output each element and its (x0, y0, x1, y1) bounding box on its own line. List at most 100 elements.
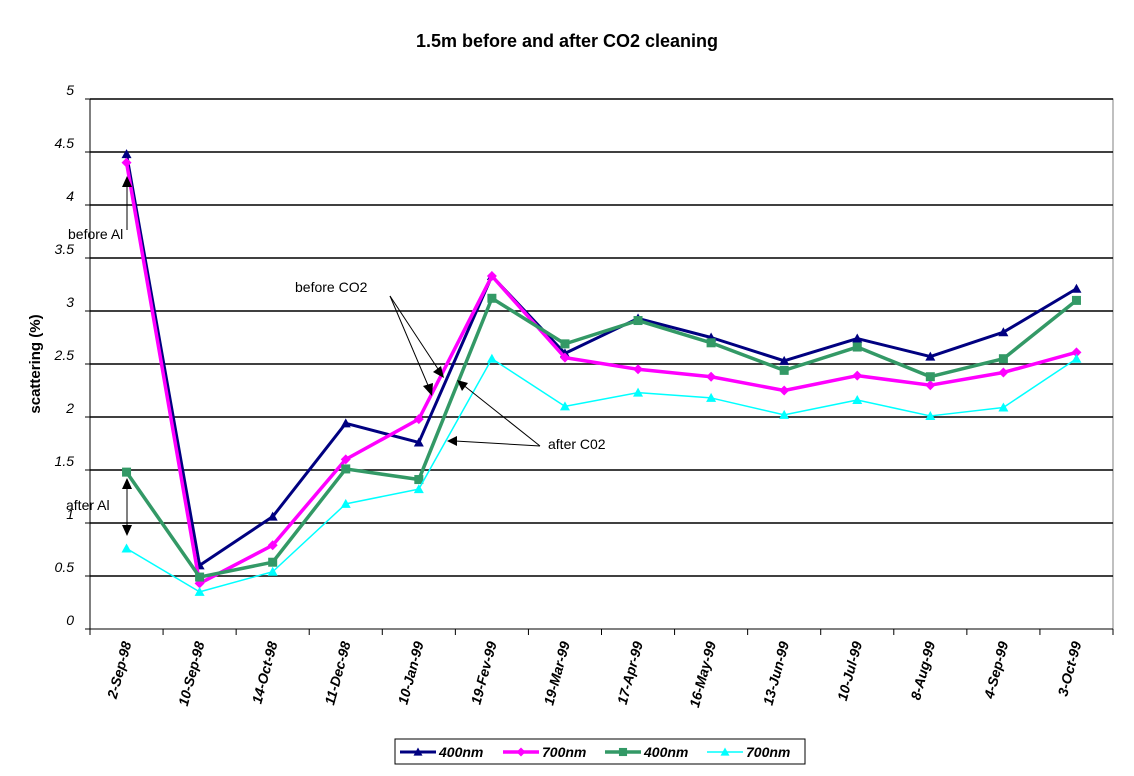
data-point (121, 157, 132, 168)
data-point (779, 385, 790, 396)
data-point (121, 149, 132, 159)
x-tick-label: 4-Sep-99 (980, 639, 1011, 701)
y-tick-label: 1 (66, 506, 74, 522)
x-tick-label: 14-Oct-98 (249, 639, 281, 705)
legend-item-3: 400nm (605, 744, 688, 760)
annotation-before-al: before Al (68, 226, 123, 242)
series-line (124, 162, 1077, 586)
legend-label: 400nm (643, 744, 688, 760)
data-point (779, 409, 790, 419)
arrow-before-co2-1 (389, 295, 431, 391)
annotation-after-al: after Al (66, 497, 110, 513)
data-point (633, 387, 644, 397)
annotation-after-co2: after C02 (548, 436, 606, 452)
data-point (852, 395, 863, 405)
series-line (125, 153, 1078, 567)
x-tick-label: 10-Jan-99 (395, 639, 427, 706)
data-point (1071, 347, 1082, 358)
data-point (1071, 353, 1082, 363)
arrowhead-after-al-up (122, 478, 132, 489)
legend-marker (618, 747, 628, 757)
y-tick-label: 4 (66, 188, 74, 204)
legend-marker (413, 747, 423, 756)
data-point (413, 437, 424, 447)
data-point (633, 364, 644, 375)
legend-marker (720, 747, 730, 756)
data-point (779, 355, 790, 365)
data-point (341, 464, 351, 474)
x-tick-label: 8-Aug-99 (907, 639, 938, 701)
legend-marker (516, 747, 526, 757)
y-tick-label: 0.5 (55, 559, 75, 575)
x-tick-label: 13-Jun-99 (760, 639, 792, 706)
x-tick-label: 10-Sep-98 (175, 639, 208, 707)
data-point (340, 498, 351, 508)
y-tick-label: 2 (65, 400, 74, 416)
data-point (852, 370, 863, 381)
data-point (340, 418, 351, 428)
y-tick-label: 4.5 (55, 135, 75, 151)
data-point (925, 372, 935, 382)
data-point (925, 351, 936, 361)
data-point (267, 566, 278, 576)
arrow-before-co2-2 (389, 295, 441, 373)
arrowhead-before-co2-1 (423, 383, 433, 396)
data-point (413, 484, 424, 494)
data-point (486, 353, 497, 363)
arrowhead-before-co2-2 (433, 366, 444, 378)
data-point (998, 327, 1009, 337)
data-point (413, 414, 424, 425)
data-point (486, 271, 497, 282)
data-point (487, 293, 497, 303)
annotation-before-co2: before CO2 (295, 279, 368, 295)
data-point (633, 316, 643, 326)
series-line (126, 357, 1077, 593)
arrow-after-co2-1 (461, 383, 541, 447)
data-point (267, 540, 278, 551)
data-point (852, 342, 862, 352)
data-point (194, 586, 205, 596)
x-tick-label: 2-Sep-98 (104, 639, 135, 701)
data-point (852, 333, 863, 343)
legend-item-2: 700nm (503, 744, 586, 760)
legend-label: 700nm (542, 744, 586, 760)
arrow-after-co2-2 (454, 440, 541, 447)
x-tick-label: 3-Oct-99 (1054, 639, 1084, 697)
data-point (706, 338, 716, 348)
x-tick-labels: 2-Sep-98 10-Sep-98 14-Oct-98 11-Dec-98 10-Ja… (104, 639, 1085, 709)
arrowhead-before-al (122, 176, 132, 187)
legend-item-4: 700nm (707, 744, 790, 760)
y-tick-label: 3.5 (55, 241, 75, 257)
legend: 400nm 700nm 400nm 700nm (394, 738, 806, 765)
x-tick-label: 16-May-99 (686, 639, 719, 709)
data-point (559, 352, 570, 363)
y-tick-label: 1.5 (55, 453, 75, 469)
x-tick-label: 19-Mar-99 (540, 639, 572, 706)
legend-item-1: 400nm (400, 744, 483, 760)
series-lines (121, 149, 1082, 596)
data-point (1071, 283, 1082, 293)
arrowhead-after-al-down (122, 525, 132, 536)
axes (89, 99, 1114, 635)
series-line (125, 296, 1078, 579)
series-4 (121, 353, 1082, 596)
data-point (195, 572, 205, 582)
data-point (706, 392, 717, 402)
data-point (268, 557, 278, 567)
data-point (925, 410, 936, 420)
x-tick-label: 19-Fev-99 (468, 639, 500, 706)
arrowhead-after-co2-1 (457, 380, 468, 391)
y-axis-label: scattering (%) (27, 314, 44, 413)
data-point (340, 454, 351, 465)
data-point (998, 402, 1009, 412)
data-point (779, 365, 789, 375)
legend-label: 400nm (438, 744, 483, 760)
arrowhead-after-co2-2 (447, 436, 457, 446)
x-tick-label: 10-Jul-99 (834, 639, 865, 702)
data-point (122, 467, 132, 477)
y-tick-labels: 0 0.5 1 1.5 2 2.5 3 3.5 4 4.5 5 (54, 82, 75, 628)
data-point (267, 511, 278, 521)
series-3 (122, 293, 1081, 582)
data-point (414, 475, 424, 485)
